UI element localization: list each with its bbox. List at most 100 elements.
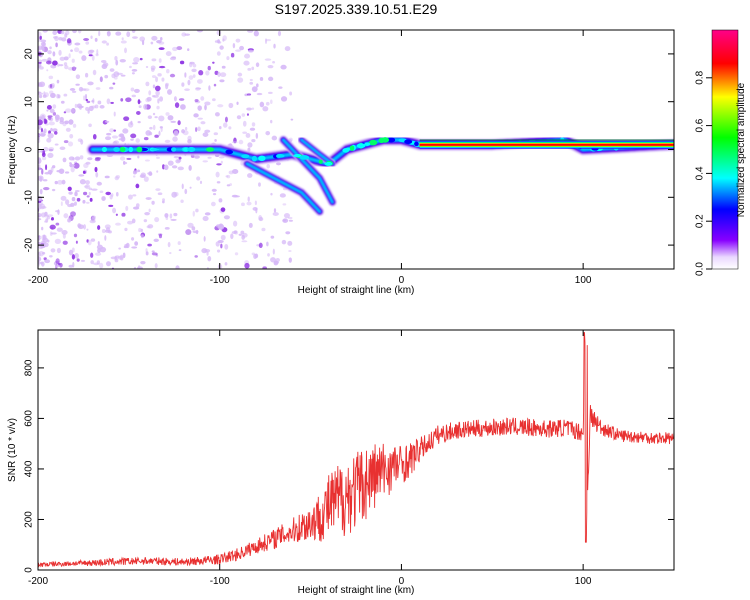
noise-speckle	[164, 139, 171, 143]
noise-speckle	[118, 247, 121, 250]
noise-speckle	[38, 256, 42, 262]
noise-speckle	[217, 41, 222, 44]
noise-speckle	[42, 94, 47, 98]
noise-speckle	[135, 203, 140, 208]
noise-speckle	[65, 127, 71, 132]
noise-speckle	[237, 72, 243, 77]
noise-speckle	[189, 186, 192, 189]
noise-speckle	[268, 91, 273, 95]
track-hotspot	[276, 154, 285, 158]
noise-speckle	[137, 169, 141, 173]
noise-speckle	[67, 218, 72, 223]
noise-speckle	[211, 201, 216, 207]
noise-speckle	[99, 76, 103, 83]
noise-speckle	[45, 60, 52, 65]
noise-speckle	[228, 102, 234, 109]
noise-speckle	[47, 50, 52, 55]
noise-speckle	[151, 250, 155, 253]
noise-speckle	[43, 242, 49, 248]
noise-speckle	[235, 38, 241, 43]
noise-speckle	[241, 232, 248, 238]
noise-speckle	[180, 199, 184, 204]
noise-speckle	[148, 131, 153, 136]
noise-speckle	[71, 108, 76, 113]
noise-speckle	[184, 33, 191, 36]
noise-speckle	[71, 66, 77, 72]
noise-speckle	[38, 46, 42, 50]
noise-speckle	[288, 257, 292, 263]
noise-speckle	[52, 51, 56, 57]
noise-speckle	[258, 242, 263, 249]
noise-speckle	[74, 103, 78, 109]
noise-speckle	[72, 123, 77, 128]
noise-speckle	[94, 37, 98, 42]
noise-speckle	[96, 181, 102, 186]
spectrogram-x-label: Height of straight line (km)	[298, 285, 415, 296]
track-hotspot	[349, 145, 355, 151]
noise-speckle	[48, 75, 54, 80]
noise-speckle	[106, 98, 111, 105]
snr-line	[38, 332, 674, 568]
noise-speckle	[130, 87, 135, 92]
noise-speckle	[113, 76, 118, 80]
noise-speckle	[204, 101, 211, 106]
noise-speckle	[245, 132, 251, 138]
noise-speckle	[173, 130, 179, 137]
noise-speckle	[54, 180, 59, 185]
noise-speckle	[99, 262, 104, 269]
noise-speckle	[224, 262, 228, 266]
noise-speckle	[187, 222, 194, 228]
noise-speckle	[251, 66, 255, 71]
track-hotspot	[241, 154, 250, 159]
noise-speckle	[172, 46, 178, 52]
noise-speckle	[52, 111, 57, 116]
noise-speckle	[42, 150, 46, 155]
noise-speckle	[160, 126, 163, 133]
noise-speckle	[127, 194, 133, 200]
noise-speckle	[41, 114, 45, 121]
noise-speckle	[145, 251, 149, 256]
noise-speckle	[90, 260, 94, 265]
track-hotspot	[205, 147, 215, 152]
noise-speckle	[234, 252, 239, 256]
noise-speckle	[131, 72, 135, 75]
noise-speckle	[138, 105, 142, 109]
noise-speckle	[44, 259, 51, 264]
noise-speckle	[83, 88, 90, 92]
noise-speckle	[213, 83, 217, 87]
noise-speckle	[44, 220, 47, 223]
noise-speckle	[155, 90, 160, 96]
noise-speckle	[97, 225, 101, 231]
noise-speckle	[85, 201, 90, 204]
noise-speckle	[236, 115, 242, 120]
noise-speckle	[133, 57, 140, 63]
noise-speckle	[114, 56, 118, 61]
noise-speckle	[44, 123, 49, 126]
noise-speckle	[84, 93, 88, 100]
noise-speckle	[197, 117, 203, 120]
noise-speckle	[43, 91, 46, 96]
noise-speckle	[68, 191, 73, 195]
noise-speckle	[202, 216, 209, 222]
noise-speckle	[151, 252, 158, 256]
noise-speckle	[267, 253, 270, 257]
noise-speckle	[240, 230, 245, 235]
noise-speckle	[109, 128, 115, 133]
noise-speckle	[55, 264, 61, 268]
noise-speckle	[61, 179, 66, 185]
noise-speckle	[105, 136, 112, 141]
noise-speckle	[83, 162, 89, 169]
noise-speckle	[158, 65, 166, 69]
noise-speckle	[191, 68, 197, 73]
track-hotspot	[119, 146, 126, 153]
noise-speckle	[157, 98, 160, 104]
noise-speckle	[110, 101, 114, 104]
noise-speckle	[38, 134, 41, 137]
noise-speckle	[75, 74, 81, 80]
noise-speckle	[60, 201, 63, 207]
noise-speckle	[46, 69, 49, 72]
noise-speckle	[254, 200, 257, 206]
noise-speckle	[117, 255, 124, 260]
noise-speckle	[180, 104, 186, 110]
